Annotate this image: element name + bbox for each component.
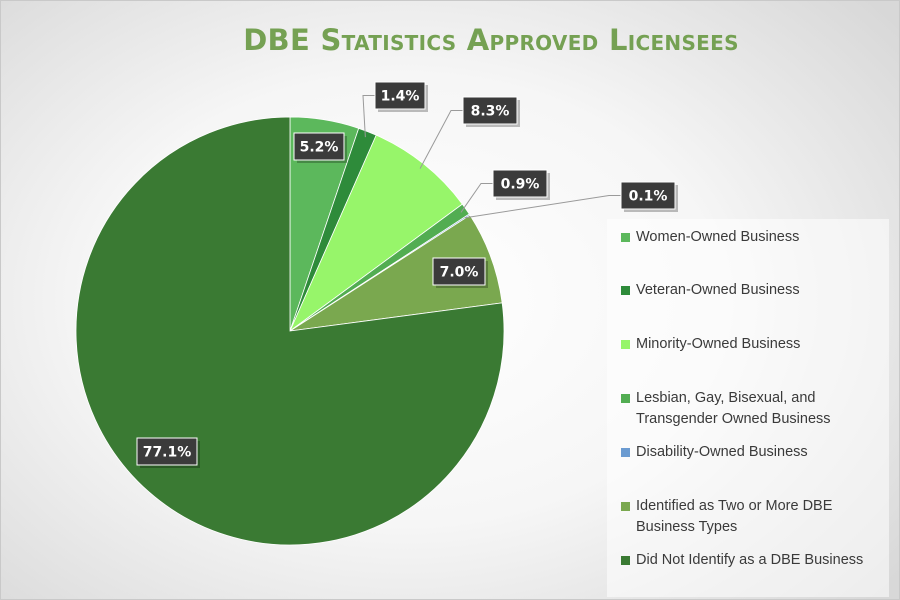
legend-swatch [621,394,630,403]
pie-slices [75,116,505,546]
data-label: 1.4% [381,89,420,105]
legend-swatch [621,286,630,295]
legend-label: Women-Owned Business [636,229,800,245]
data-labels: 5.2% 1.4% 8.3% 0.9% 0.1% 7.0% 77.1% [136,81,678,468]
legend-swatch [621,502,630,511]
data-label: 0.1% [629,189,668,205]
pie-slice [289,134,463,333]
leader-line [362,95,375,138]
legend-label: Minority-Owned Business [636,336,801,352]
data-label: 0.9% [501,177,540,193]
chart-title: DBE Statistics Approved Licensees [243,23,739,57]
data-label-box [432,257,486,286]
legend-label: Identified as Two or More DBE Business T… [636,498,833,535]
data-label-box [462,96,518,125]
legend-swatch [621,233,630,242]
data-label: 8.3% [471,104,510,120]
legend-swatch [621,340,630,349]
data-label-box [374,81,426,110]
data-label: 77.1% [143,445,192,461]
data-label-box [293,132,345,161]
legend-label: Lesbian, Gay, Bisexual, and Transgender … [636,390,831,427]
data-label-box [492,169,548,198]
data-label-box [136,437,198,466]
legend-swatch [621,448,630,457]
legend-label: Disability-Owned Business [636,444,808,460]
data-label: 5.2% [300,140,339,156]
data-label: 7.0% [440,265,479,281]
legend-label: Did Not Identify as a DBE Business [636,552,864,568]
data-label-box [620,181,676,210]
leader-lines [362,95,621,219]
legend: Women-Owned Business Veteran-Owned Busin… [607,219,889,597]
leader-line [464,195,621,219]
leader-line [419,110,463,169]
leader-line [460,183,493,213]
legend-swatch [621,556,630,565]
legend-label: Veteran-Owned Business [636,282,800,298]
